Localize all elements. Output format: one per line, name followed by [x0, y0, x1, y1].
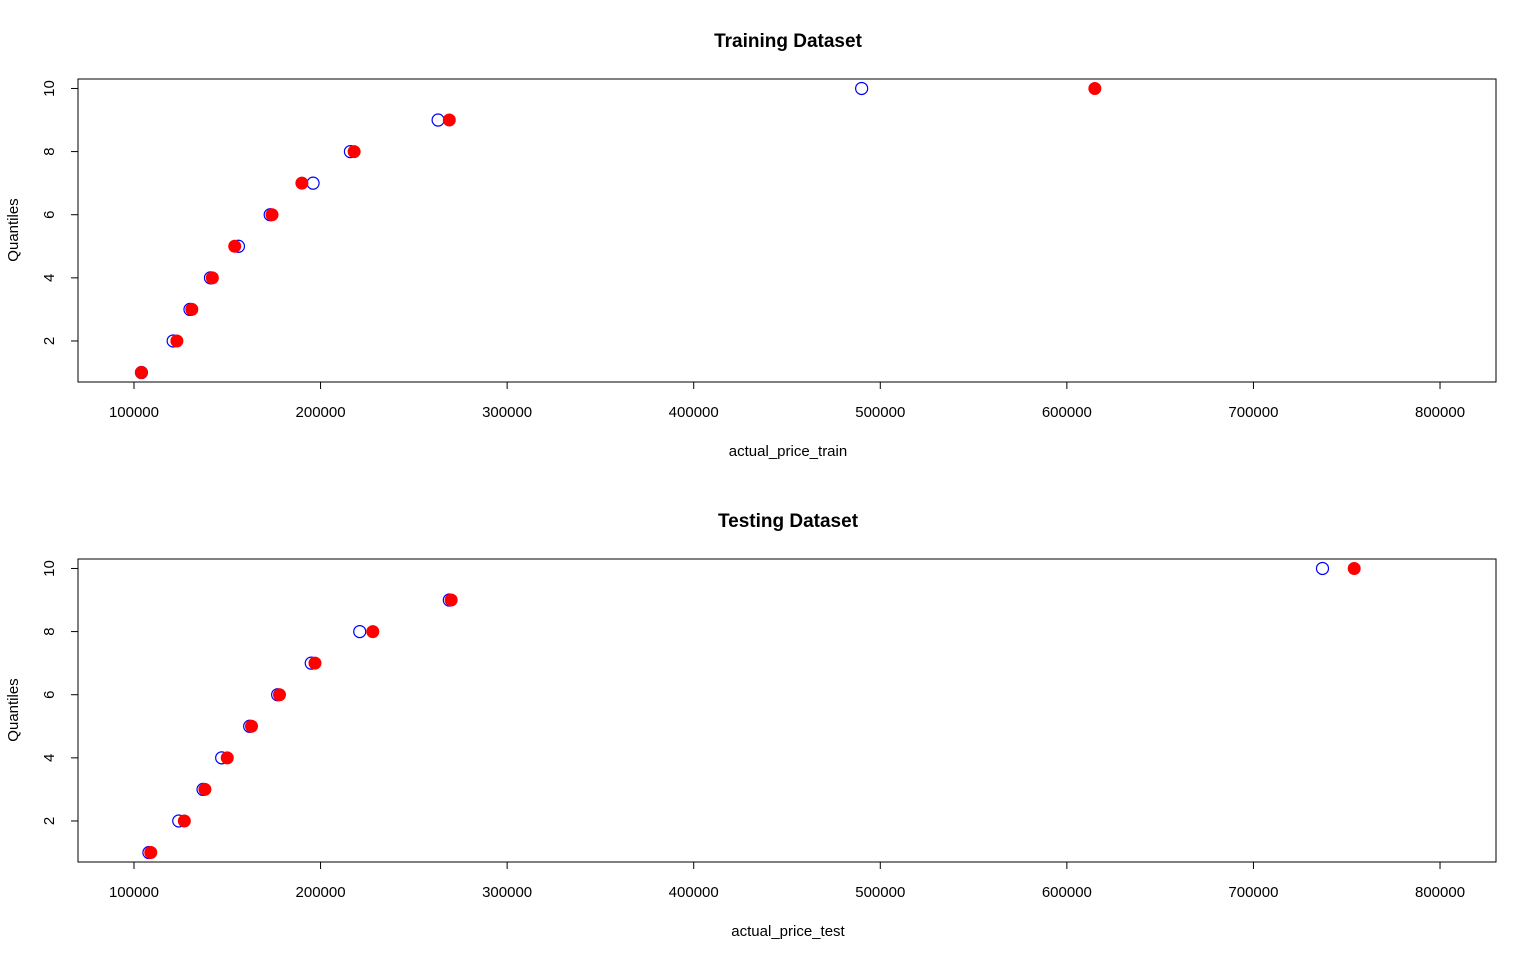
x-tick-label: 800000 — [1415, 884, 1465, 901]
y-tick-label: 10 — [41, 80, 58, 97]
filled-point — [170, 334, 184, 348]
filled-point — [265, 208, 279, 222]
y-axis: 2 4 6 8 10 — [41, 80, 79, 345]
x-axis-label: actual_price_train — [729, 443, 847, 460]
y-tick-label: 2 — [41, 817, 58, 825]
open-point — [353, 624, 367, 639]
filled-point — [185, 302, 199, 316]
open-point — [431, 113, 445, 127]
open-point — [306, 176, 320, 190]
y-tick-label: 6 — [41, 211, 58, 219]
x-tick-label: 800000 — [1415, 404, 1465, 421]
filled-point — [134, 366, 148, 380]
filled-point — [177, 814, 191, 828]
filled-point — [205, 271, 219, 285]
x-tick-label: 100000 — [109, 404, 159, 421]
x-tick-label: 500000 — [855, 404, 905, 421]
x-tick-label: 300000 — [482, 404, 532, 421]
x-tick-label: 100000 — [109, 884, 159, 901]
filled-point — [273, 688, 287, 702]
filled-point — [245, 719, 259, 733]
y-tick-label: 4 — [41, 754, 58, 762]
chart-title: Testing Dataset — [718, 511, 859, 532]
x-tick-label: 200000 — [296, 884, 346, 901]
filled-point — [198, 782, 212, 796]
x-tick-label: 700000 — [1228, 404, 1278, 421]
filled-point — [220, 751, 234, 765]
x-tick-label: 200000 — [296, 404, 346, 421]
filled-point — [1347, 561, 1361, 575]
filled-point — [1088, 81, 1102, 95]
x-tick-label: 400000 — [669, 884, 719, 901]
x-tick-label: 400000 — [669, 404, 719, 421]
data-points — [134, 81, 1102, 380]
y-tick-label: 8 — [41, 627, 58, 635]
data-points — [142, 561, 1361, 860]
y-axis-label: Quantiles — [5, 678, 22, 741]
y-axis-label: Quantiles — [5, 198, 22, 261]
filled-point — [444, 593, 458, 607]
y-axis: 2 4 6 8 10 — [41, 560, 79, 825]
x-tick-label: 600000 — [1042, 404, 1092, 421]
filled-point — [308, 656, 322, 670]
filled-point — [295, 176, 309, 190]
testing-panel: Testing Dataset 100000 200000 300000 400000… — [5, 511, 1497, 940]
x-axis-label: actual_price_test — [731, 923, 845, 940]
x-axis: 100000 200000 300000 400000 500000 600000 7000… — [109, 381, 1465, 421]
y-tick-label: 8 — [41, 147, 58, 155]
x-tick-label: 500000 — [855, 884, 905, 901]
x-axis: 100000 200000 300000 400000 500000 600000 7000… — [109, 861, 1465, 901]
training-panel: Training Dataset 100000 200000 300000 40000… — [5, 31, 1497, 460]
plot-frame — [77, 78, 1497, 383]
y-tick-label: 2 — [41, 337, 58, 345]
filled-point — [347, 145, 361, 159]
filled-point — [228, 239, 242, 253]
x-tick-label: 300000 — [482, 884, 532, 901]
open-point — [855, 81, 869, 96]
filled-point — [366, 625, 380, 639]
chart-title: Training Dataset — [714, 31, 862, 52]
filled-point — [144, 846, 158, 860]
y-tick-label: 4 — [41, 274, 58, 282]
y-tick-label: 10 — [41, 560, 58, 577]
filled-point — [442, 113, 456, 127]
open-point — [1315, 561, 1330, 576]
plot-frame — [77, 558, 1497, 863]
y-tick-label: 6 — [41, 691, 58, 699]
x-tick-label: 600000 — [1042, 884, 1092, 901]
x-tick-label: 700000 — [1228, 884, 1278, 901]
